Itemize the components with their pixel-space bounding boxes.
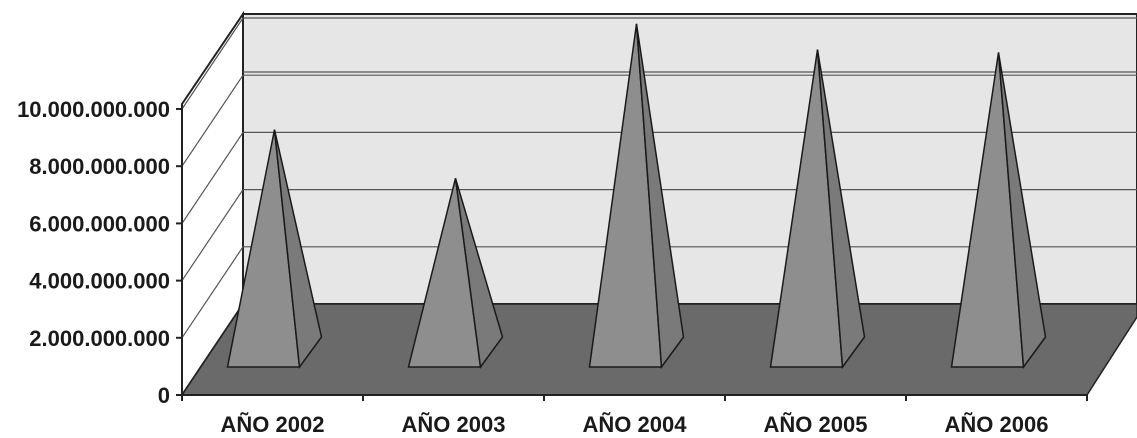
pyramid-side-face	[454, 178, 504, 369]
x-tick-label: AÑO 2003	[402, 412, 506, 437]
y-axis: 0 2.000.000.000 4.000.000.000 6.000.000.000…	[17, 97, 183, 408]
x-tick-label: AÑO 2004	[583, 412, 688, 437]
pyramid-mark	[588, 23, 685, 370]
gridline-side	[181, 17, 244, 110]
pyramid-mark	[407, 178, 504, 369]
pyramid-side-face	[635, 23, 685, 370]
y-tick-label: 10.000.000.000	[17, 97, 170, 122]
y-tick-label: 6.000.000.000	[29, 211, 170, 236]
gridline-side	[181, 132, 244, 224]
y-tick-label: 0	[158, 383, 170, 408]
gridline-side	[181, 189, 244, 281]
data-marks	[226, 23, 1047, 370]
gridline-side	[181, 74, 244, 167]
x-axis: AÑO 2002 AÑO 2003 AÑO 2004 AÑO 2005 AÑO 2006	[181, 394, 1088, 437]
pyramid-mark	[769, 49, 866, 370]
pyramid-side-face	[816, 49, 866, 370]
x-tick-label: AÑO 2005	[764, 412, 868, 437]
gridlines	[181, 17, 1137, 339]
pyramid-mark	[226, 129, 323, 370]
pyramid-mark	[950, 52, 1047, 370]
gridline-side	[181, 246, 244, 339]
x-tick-label: AÑO 2002	[221, 412, 325, 437]
x-tick-label: AÑO 2006	[945, 412, 1049, 437]
pyramid-side-face	[273, 129, 323, 370]
y-tick-label: 8.000.000.000	[29, 154, 170, 179]
y-tick-label: 4.000.000.000	[29, 269, 170, 294]
pyramid-side-face	[997, 52, 1047, 370]
y-tick-label: 2.000.000.000	[29, 326, 170, 351]
